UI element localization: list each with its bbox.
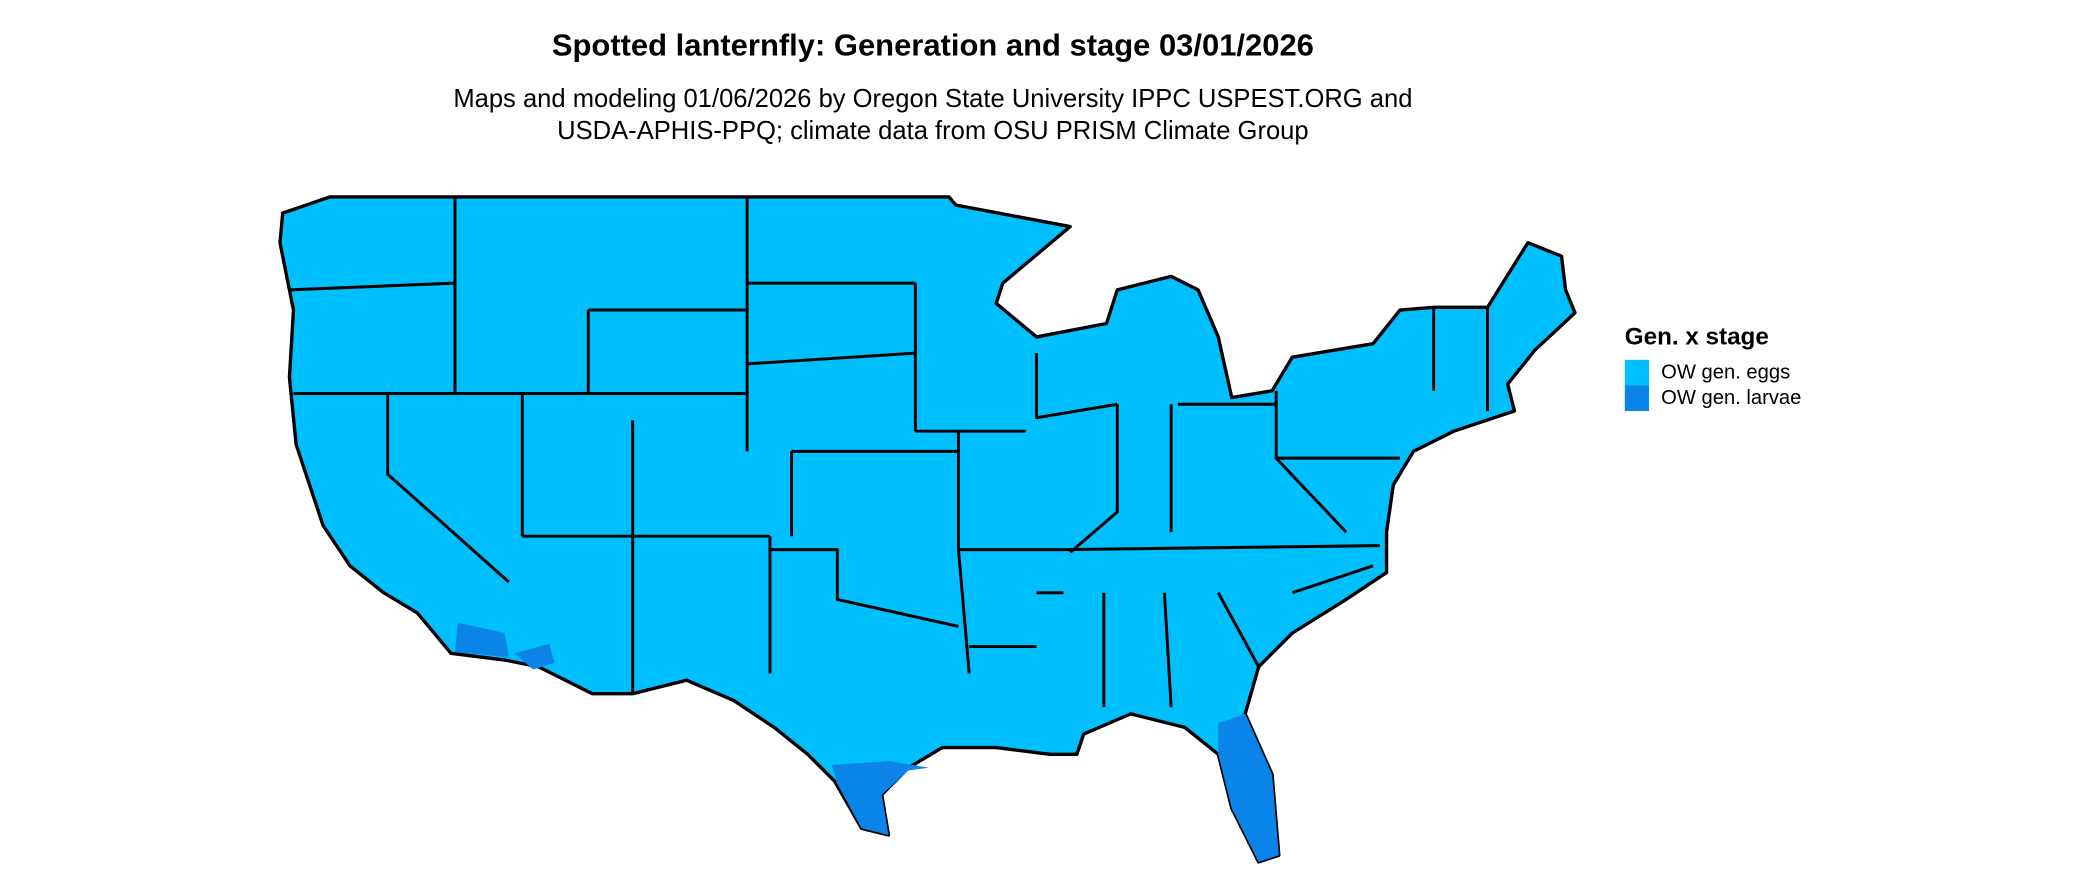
- map-region: [278, 195, 1577, 864]
- map-region: [455, 622, 509, 658]
- legend-swatch: [1624, 385, 1650, 411]
- map-subtitle: USDA-APHIS-PPQ; climate data from OSU PR…: [557, 117, 1308, 145]
- state-border: [289, 196, 1489, 708]
- map-region: [514, 643, 555, 670]
- legend-title: Gen. x stage: [1625, 324, 1769, 351]
- map-subtitle: Maps and modeling 01/06/2026 by Oregon S…: [453, 85, 1412, 113]
- legend: Gen. x stage OW gen. eggs OW gen. larvae: [1624, 324, 1801, 411]
- legend-label: OW gen. larvae: [1661, 387, 1801, 409]
- map-region: [831, 761, 929, 836]
- map-region: [1218, 713, 1279, 862]
- map-title: Spotted lanternfly: Generation and stage…: [552, 28, 1314, 63]
- us-map: [278, 195, 1577, 864]
- legend-swatch: [1624, 359, 1650, 386]
- legend-label: OW gen. eggs: [1661, 362, 1790, 384]
